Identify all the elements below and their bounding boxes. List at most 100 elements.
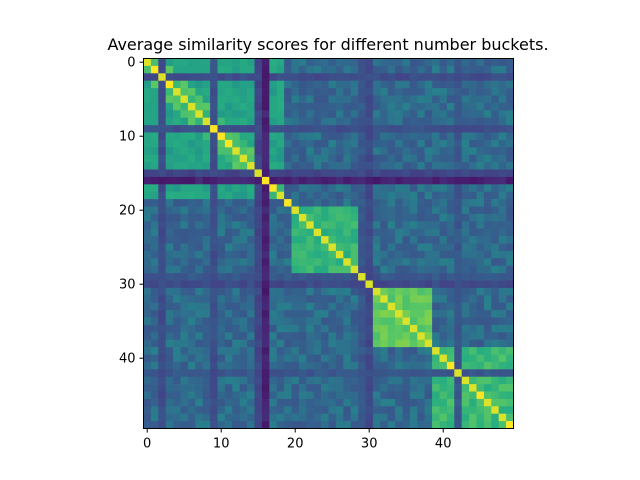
- heatmap-cell: [439, 310, 448, 318]
- heatmap-cell: [432, 184, 440, 193]
- heatmap-cell: [380, 421, 389, 429]
- heatmap-cell: [483, 191, 492, 200]
- heatmap-cell: [276, 324, 285, 333]
- heatmap-cell: [328, 65, 337, 74]
- heatmap-cell: [202, 176, 211, 185]
- heatmap-cell: [165, 184, 174, 193]
- heatmap-cell: [432, 347, 440, 355]
- heatmap-cell: [483, 354, 492, 363]
- heatmap-cell: [402, 280, 411, 289]
- heatmap-cell: [150, 184, 159, 193]
- heatmap-cell: [158, 324, 167, 333]
- heatmap-cell: [217, 169, 226, 178]
- heatmap-cell: [350, 332, 359, 341]
- heatmap-cell: [254, 139, 263, 148]
- heatmap-cell: [143, 384, 152, 392]
- heatmap-cell: [432, 80, 440, 89]
- heatmap-cell: [424, 361, 433, 370]
- heatmap-cell: [298, 65, 307, 74]
- heatmap-cell: [291, 65, 300, 74]
- heatmap-cell: [165, 95, 174, 104]
- heatmap-cell: [195, 250, 204, 259]
- heatmap-cell: [158, 265, 167, 274]
- heatmap-cell: [506, 265, 514, 274]
- heatmap-cell: [469, 102, 477, 111]
- heatmap-cell: [202, 376, 211, 385]
- heatmap-cell: [261, 154, 270, 163]
- heatmap-cell: [143, 354, 152, 363]
- heatmap-cell: [476, 398, 485, 407]
- heatmap-cell: [313, 125, 322, 133]
- heatmap-cell: [498, 302, 507, 311]
- heatmap-cell: [150, 369, 159, 378]
- heatmap-cell: [328, 147, 337, 156]
- heatmap-cell: [476, 280, 485, 289]
- heatmap-cell: [232, 169, 241, 178]
- heatmap-cell: [476, 347, 485, 355]
- heatmap-cell: [173, 332, 181, 341]
- heatmap-cell: [409, 332, 418, 341]
- heatmap-cell: [180, 354, 189, 363]
- heatmap-cell: [409, 354, 418, 363]
- heatmap-cell: [298, 110, 307, 119]
- heatmap-cell: [498, 287, 507, 296]
- heatmap-cell: [387, 110, 396, 119]
- heatmap-cell: [187, 413, 196, 422]
- heatmap-cell: [180, 258, 189, 267]
- heatmap-cell: [254, 236, 263, 244]
- heatmap-cell: [187, 199, 196, 207]
- heatmap-cell: [498, 199, 507, 207]
- heatmap-cell: [158, 243, 167, 252]
- heatmap-cell: [439, 295, 448, 304]
- heatmap-cell: [202, 117, 211, 126]
- heatmap-cell: [261, 236, 270, 244]
- heatmap-cell: [254, 80, 263, 89]
- heatmap-cell: [165, 302, 174, 311]
- heatmap-cell: [491, 280, 500, 289]
- heatmap-cell: [483, 147, 492, 156]
- heatmap-cell: [173, 391, 181, 400]
- heatmap-cell: [165, 221, 174, 230]
- heatmap-cell: [409, 287, 418, 296]
- heatmap-cell: [476, 206, 485, 215]
- heatmap-cell: [143, 421, 152, 429]
- heatmap-cell: [343, 339, 352, 348]
- heatmap-cell: [158, 199, 167, 207]
- heatmap-cell: [254, 102, 263, 111]
- heatmap-cell: [195, 413, 204, 422]
- heatmap-cell: [469, 398, 477, 407]
- heatmap-cell: [476, 65, 485, 74]
- heatmap-cell: [254, 228, 263, 237]
- heatmap-cell: [224, 191, 233, 200]
- heatmap-cell: [402, 413, 411, 422]
- heatmap-cell: [387, 280, 396, 289]
- heatmap-cell: [461, 176, 470, 185]
- heatmap-cell: [217, 147, 226, 156]
- heatmap-cell: [335, 184, 344, 193]
- heatmap-cell: [483, 117, 492, 126]
- heatmap-cell: [239, 347, 248, 355]
- heatmap-cell: [409, 236, 418, 244]
- heatmap-cell: [491, 391, 500, 400]
- heatmap-cell: [506, 139, 514, 148]
- heatmap-cell: [202, 80, 211, 89]
- heatmap-cell: [158, 376, 167, 385]
- heatmap-cell: [306, 406, 315, 415]
- heatmap-cell: [306, 80, 315, 89]
- heatmap-cell: [402, 213, 411, 222]
- heatmap-cell: [202, 95, 211, 104]
- heatmap-cell: [365, 391, 374, 400]
- heatmap-cell: [180, 191, 189, 200]
- heatmap-cell: [284, 102, 292, 111]
- heatmap-cell: [210, 406, 218, 415]
- heatmap-cell: [469, 384, 477, 392]
- heatmap-cell: [158, 273, 167, 281]
- heatmap-cell: [380, 154, 389, 163]
- heatmap-cell: [150, 384, 159, 392]
- heatmap-cell: [372, 88, 381, 96]
- heatmap-cell: [224, 206, 233, 215]
- heatmap-cell: [247, 384, 255, 392]
- heatmap-cell: [365, 265, 374, 274]
- heatmap-cell: [328, 317, 337, 326]
- heatmap-cell: [210, 421, 218, 429]
